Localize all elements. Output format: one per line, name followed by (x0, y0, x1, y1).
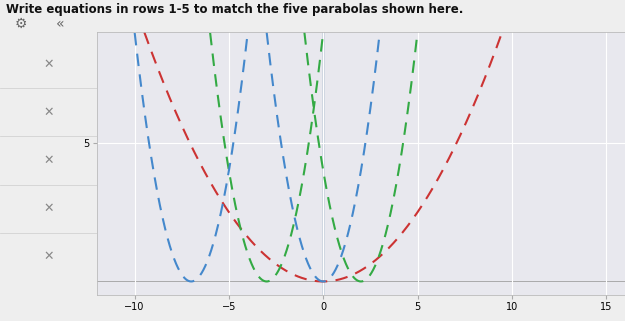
Text: ✕: ✕ (43, 58, 54, 71)
Text: ✕: ✕ (43, 250, 54, 263)
Text: ⚙: ⚙ (15, 17, 28, 31)
Text: «: « (56, 17, 64, 31)
Text: Write equations in rows 1-5 to match the five parabolas shown here.: Write equations in rows 1-5 to match the… (6, 3, 464, 16)
Text: ✕: ✕ (43, 106, 54, 119)
Text: ✕: ✕ (43, 154, 54, 167)
Text: ✕: ✕ (43, 202, 54, 215)
